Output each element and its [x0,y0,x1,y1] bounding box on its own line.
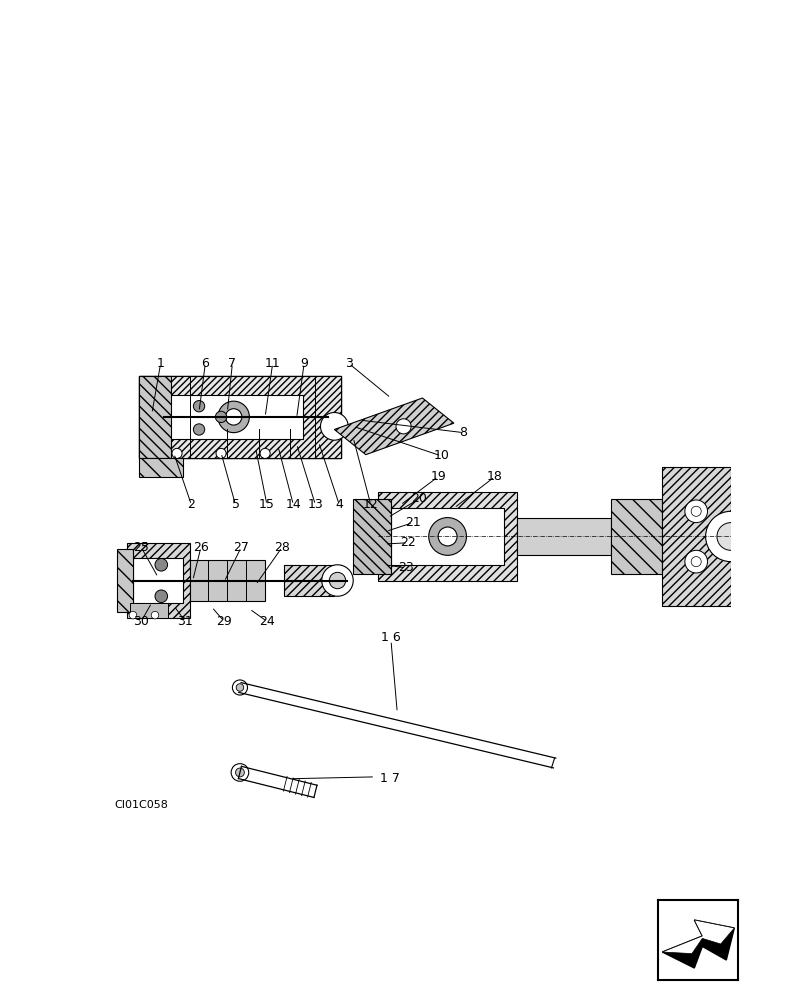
Text: 24: 24 [259,615,275,628]
Text: 1 6: 1 6 [380,631,401,644]
Text: 15: 15 [259,498,275,511]
Circle shape [321,565,353,596]
Circle shape [232,680,247,695]
Bar [517,518,611,555]
Circle shape [396,419,410,434]
Circle shape [172,448,182,458]
Bar [190,560,264,601]
Circle shape [716,523,744,550]
Bar [611,499,661,574]
Text: 20: 20 [411,492,427,505]
Circle shape [705,511,755,562]
Text: 14: 14 [285,498,301,511]
Text: 2: 2 [187,498,195,511]
Text: 28: 28 [274,541,290,554]
Text: 22: 22 [400,536,415,549]
Polygon shape [139,458,183,477]
Text: 10: 10 [433,449,448,462]
Bar [130,603,167,618]
Circle shape [320,412,348,440]
Text: 26: 26 [193,541,208,554]
Bar [164,395,303,439]
Circle shape [193,424,204,435]
Circle shape [438,527,457,546]
Text: 1 7: 1 7 [380,772,399,785]
FancyBboxPatch shape [139,376,341,458]
Text: 31: 31 [177,615,193,628]
Circle shape [684,550,706,573]
Circle shape [690,557,701,567]
Polygon shape [661,467,730,606]
Circle shape [690,506,701,516]
Text: 23: 23 [397,561,414,574]
Text: 19: 19 [430,470,445,483]
Text: 1: 1 [157,357,165,370]
Text: 11: 11 [264,357,280,370]
Bar [284,565,334,596]
Bar [133,558,183,603]
Circle shape [193,401,204,412]
Text: 9: 9 [300,357,307,370]
Text: 3: 3 [345,357,352,370]
Circle shape [215,411,226,423]
Text: 27: 27 [233,541,249,554]
Text: 7: 7 [228,357,236,370]
Bar [353,499,391,574]
FancyBboxPatch shape [139,376,170,458]
Bar [391,508,504,565]
Polygon shape [662,920,733,968]
Text: 30: 30 [133,615,149,628]
Circle shape [129,611,136,619]
Circle shape [155,558,167,571]
Circle shape [260,448,270,458]
Text: 12: 12 [363,498,378,511]
Text: 29: 29 [216,615,232,628]
Bar [127,543,190,618]
Text: 18: 18 [487,470,502,483]
Text: 21: 21 [405,516,420,529]
Text: 4: 4 [335,498,343,511]
Circle shape [235,768,244,777]
Circle shape [684,500,706,523]
Bar [378,492,517,581]
Polygon shape [334,398,453,455]
Text: 25: 25 [133,541,149,554]
Text: 13: 13 [307,498,323,511]
Text: CI01C058: CI01C058 [114,800,168,810]
Circle shape [329,572,345,589]
Circle shape [155,590,167,603]
Circle shape [231,764,248,781]
Text: 5: 5 [231,498,239,511]
Circle shape [236,684,243,691]
Circle shape [216,448,225,458]
Bar [117,549,133,612]
Text: 6: 6 [201,357,209,370]
Circle shape [151,611,159,619]
Circle shape [428,518,466,555]
Polygon shape [662,920,733,954]
Circle shape [225,409,242,425]
Text: 8: 8 [459,426,467,439]
Bar [139,376,341,458]
Circle shape [217,401,249,433]
